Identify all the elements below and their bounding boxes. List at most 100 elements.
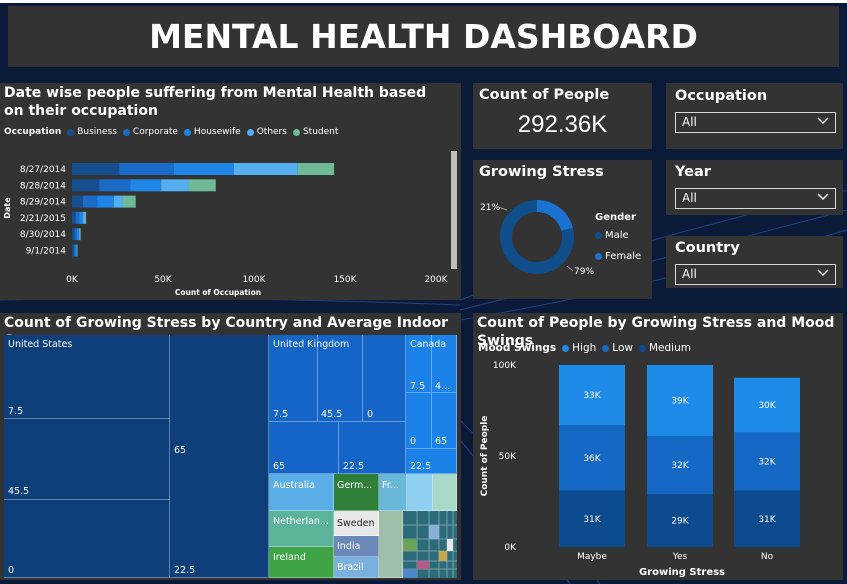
mood-bar-chart: 0K 50K 100K 31K 36K 33K Maybe 29K 32K 39K Yes 31K 32…: [480, 361, 800, 578]
bar-segment: [79, 211, 83, 224]
treemap-cell[interactable]: [4, 419, 170, 500]
occupation-dropdown[interactable]: All: [675, 112, 836, 133]
treemap: United States 7.5 45.5 0 65 22.5 United …: [4, 335, 457, 578]
legend-item-high[interactable]: High: [562, 342, 596, 354]
treemap-value: 45.5: [321, 409, 343, 420]
count-card-title: Count of People: [479, 87, 610, 103]
bar-segment: [75, 244, 77, 257]
treemap-value: 7.5: [410, 381, 426, 392]
mood-legend: Mood Swings High Low Medium: [478, 342, 697, 354]
bar-segment: [122, 195, 136, 208]
treemap-label-france: Fr...: [382, 480, 399, 491]
bar-segment: [188, 179, 216, 192]
treemap-cell[interactable]: [433, 474, 457, 511]
growing-stress-donut: 79% 21%: [480, 200, 594, 277]
bar-segment: [72, 211, 76, 224]
year-filter: Year All: [666, 160, 843, 215]
treemap-cell-sweden[interactable]: [334, 511, 379, 536]
data-label: 39K: [671, 396, 689, 406]
category-label: 9/1/2014: [26, 247, 67, 257]
country-filter-label: Country: [675, 240, 740, 256]
treemap-cell-ireland[interactable]: [269, 547, 334, 578]
treemap-cell[interactable]: [269, 422, 339, 474]
treemap-cell-germany[interactable]: [334, 474, 379, 511]
legend-item-student[interactable]: Student: [292, 127, 338, 137]
x-tick-label: 0K: [66, 275, 79, 285]
treemap-cell[interactable]: [318, 335, 363, 422]
country-dropdown-value: All: [682, 267, 697, 281]
treemap-label-australia: Australia: [273, 480, 316, 491]
x-axis-title: Count of Occupation: [175, 288, 261, 297]
category-label: 8/29/2014: [20, 198, 66, 208]
treemap-label-united-states: United States: [8, 339, 73, 350]
treemap-cell[interactable]: [4, 500, 170, 578]
legend-item-low[interactable]: Low: [602, 342, 633, 354]
legend-item-business[interactable]: Business: [67, 127, 117, 137]
treemap-value: 65: [435, 436, 448, 447]
treemap-cell-india[interactable]: [334, 536, 379, 557]
legend-item-housewife[interactable]: Housewife: [183, 127, 241, 137]
treemap-cell-france[interactable]: [379, 474, 407, 511]
y-axis-title: Count of People: [480, 416, 490, 497]
donut-slice: [536, 200, 573, 232]
treemap-cell[interactable]: [170, 335, 269, 578]
year-dropdown[interactable]: All: [675, 188, 836, 209]
treemap-label-ireland: Ireland: [273, 552, 306, 563]
legend-dot: [246, 128, 254, 136]
growing-stress-panel: Growing Stress 79% 21% Gender Male Female: [473, 160, 652, 299]
treemap-cell-united-kingdom[interactable]: [269, 335, 318, 422]
legend-dot: [602, 344, 610, 352]
treemap-cell[interactable]: [406, 449, 457, 474]
donut-legend-male[interactable]: Male: [595, 230, 629, 241]
data-label: 31K: [583, 515, 601, 525]
x-tick-label: 100K: [242, 275, 266, 285]
treemap-label-sweden: Sweden: [337, 518, 375, 529]
treemap-cell[interactable]: [379, 511, 403, 578]
treemap-cell[interactable]: [432, 393, 457, 449]
chevron-down-icon: [817, 269, 829, 277]
legend-item-corporate[interactable]: Corporate: [122, 127, 178, 137]
bar-segment: [559, 425, 625, 491]
treemap-value: 0: [410, 436, 417, 447]
bar-segment: [72, 228, 75, 241]
legend-dot: [638, 344, 646, 352]
donut-legend-female[interactable]: Female: [595, 251, 641, 262]
bar-segment: [76, 244, 78, 257]
treemap-label-india: India: [337, 541, 361, 552]
mood-chart-panel: Count of People by Growing Stress and Mo…: [473, 313, 843, 580]
mood-chart-title: Count of People by Growing Stress and Mo…: [477, 315, 835, 349]
bar-segment: [99, 179, 131, 192]
treemap-cell-canada[interactable]: [406, 335, 432, 393]
legend-item-others[interactable]: Others: [246, 127, 287, 137]
treemap-cell[interactable]: [407, 474, 433, 511]
chevron-down-icon: [817, 193, 829, 201]
count-card: Count of People 292.36K: [473, 83, 652, 149]
donut-data-label: 21%: [480, 203, 500, 213]
bar-segment: [161, 179, 189, 192]
legend-item-medium[interactable]: Medium: [638, 342, 691, 354]
data-label: 36K: [583, 454, 601, 464]
donut-legend-title: Gender: [595, 212, 636, 223]
legend-dot: [292, 128, 300, 136]
treemap-cell[interactable]: [432, 335, 457, 393]
donut-data-label: 79%: [574, 267, 594, 277]
country-filter: Country All: [666, 236, 843, 288]
y-tick-label: 100K: [493, 361, 517, 371]
treemap-value: 45.5: [8, 486, 30, 497]
occupation-chart-panel: Date wise people suffering from Mental H…: [0, 83, 461, 300]
treemap-value: 65: [174, 445, 187, 456]
bar-segment: [72, 163, 120, 175]
x-tick-label: 200K: [424, 275, 448, 285]
dashboard-title: MENTAL HEALTH DASHBOARD: [149, 17, 698, 56]
occupation-scrollbar[interactable]: [451, 151, 457, 269]
treemap-cell[interactable]: [339, 422, 406, 474]
treemap-cell-australia[interactable]: [269, 474, 334, 511]
country-dropdown[interactable]: All: [675, 264, 836, 285]
treemap-cell[interactable]: [363, 335, 406, 422]
treemap-cell-brazil[interactable]: [334, 557, 379, 578]
year-filter-label: Year: [675, 164, 711, 180]
treemap-cell-united-states[interactable]: [4, 335, 170, 419]
treemap-cell[interactable]: [406, 393, 432, 449]
bar-segment: [173, 163, 234, 175]
treemap-cell-netherlands[interactable]: [269, 511, 334, 547]
